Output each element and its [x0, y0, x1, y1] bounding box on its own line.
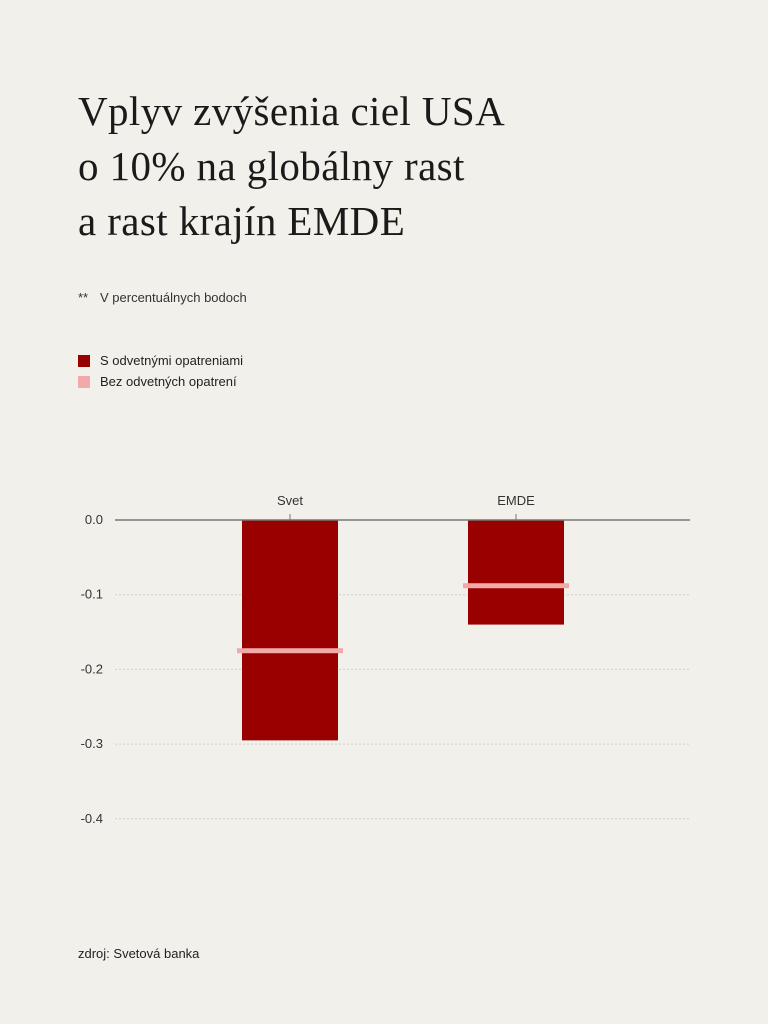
legend: S odvetnými opatreniami Bez odvetných op…: [78, 350, 243, 392]
legend-label-retaliation: S odvetnými opatreniami: [100, 353, 244, 368]
note-marker: **: [78, 290, 89, 305]
legend-swatch-no-retaliation: [78, 375, 90, 388]
bar-emde: [468, 520, 564, 625]
chart-title: Vplyv zvýšenia ciel USA o 10% na globáln…: [78, 84, 718, 249]
legend-swatch-retaliation: [78, 354, 90, 367]
legend-item-retaliation: S odvetnými opatreniami: [78, 350, 243, 371]
category-label: EMDE: [497, 493, 535, 508]
y-tick-label: 0.0: [85, 512, 103, 527]
y-tick-label: -0.2: [81, 661, 103, 676]
units-note: ** V percentuálnych bodoch: [78, 290, 247, 305]
y-tick-label: -0.4: [81, 811, 103, 826]
chart-title-line-2: o 10% na globálny rast: [78, 143, 465, 189]
marker-svet: [237, 648, 343, 654]
note-text: V percentuálnych bodoch: [100, 290, 247, 305]
source-note: zdroj: Svetová banka: [78, 946, 200, 961]
bar-chart: 0.0 -0.1 -0.2 -0.3 -0.4 Svet EMDE: [81, 493, 690, 826]
marker-emde: [463, 583, 569, 589]
y-tick-label: -0.1: [81, 587, 103, 602]
chart-title-line-1: Vplyv zvýšenia ciel USA: [78, 88, 506, 134]
chart-title-line-3: a rast krajín EMDE: [78, 198, 406, 244]
category-label: Svet: [277, 493, 303, 508]
y-tick-label: -0.3: [81, 736, 103, 751]
bar-svet: [242, 520, 338, 741]
legend-item-no-retaliation: Bez odvetných opatrení: [78, 371, 243, 392]
legend-label-no-retaliation: Bez odvetných opatrení: [100, 374, 237, 389]
